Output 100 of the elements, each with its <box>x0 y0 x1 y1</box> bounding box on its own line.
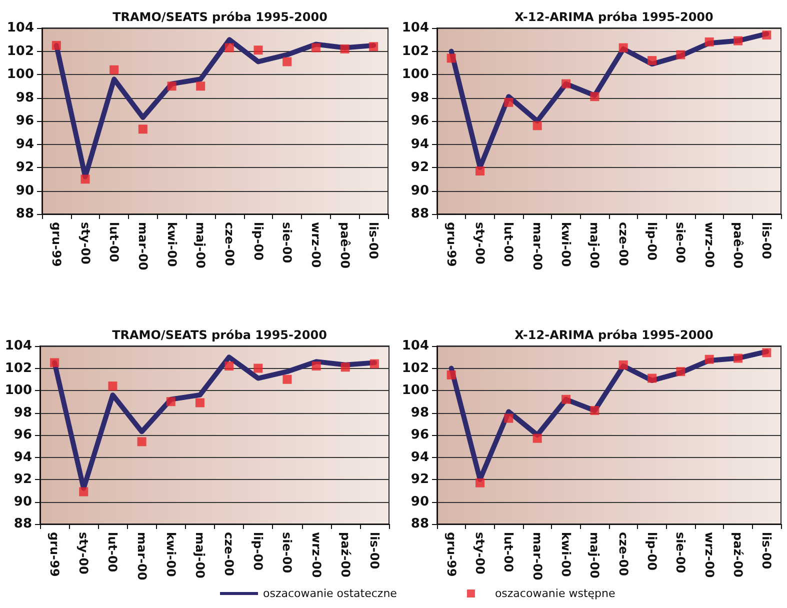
y-tick-label: 88 <box>16 206 34 222</box>
x-tick-label: kwi-00 <box>164 222 179 267</box>
y-tick-label: 100 <box>6 67 34 82</box>
x-tick-label: sty-00 <box>473 532 487 574</box>
x-tick-label: gru-99 <box>444 532 458 577</box>
y-tick-label: 94 <box>410 136 429 152</box>
legend-label: oszacowanie ostateczne <box>263 587 398 600</box>
x-tick-label: wrz-00 <box>702 532 716 578</box>
y-tick-label: 102 <box>4 360 32 376</box>
y-tick-label: 102 <box>402 360 429 376</box>
x-tick-label: sty-00 <box>78 222 92 264</box>
x-tick-label: mar-00 <box>530 532 544 580</box>
point <box>762 30 772 40</box>
point <box>195 398 204 408</box>
y-tick-label: 94 <box>410 450 429 465</box>
x-tick-label: cze-00 <box>616 222 630 266</box>
x-tick-label: sie-00 <box>674 532 688 574</box>
point <box>590 92 600 102</box>
x-tick-label: paź-00 <box>731 532 745 578</box>
point <box>476 166 484 176</box>
legend-label: oszacowanie wstępne <box>494 587 616 600</box>
point <box>532 121 542 130</box>
point <box>282 57 292 66</box>
point <box>254 364 263 373</box>
point <box>648 56 656 66</box>
x-tick-label: paê-00 <box>731 222 745 269</box>
x-tick-label: lis-00 <box>760 222 774 260</box>
point <box>137 437 146 446</box>
y-tick-label: 90 <box>14 494 32 510</box>
y-tick-label: 98 <box>16 90 34 106</box>
y-tick-label: 90 <box>410 183 429 198</box>
y-tick-label: 96 <box>16 114 34 128</box>
x-tick-label: mar-00 <box>530 222 544 270</box>
point <box>224 43 234 52</box>
y-tick-label: 104 <box>6 20 34 36</box>
point <box>282 374 292 384</box>
chart-title: X-12-ARIMA próba 1995-2000 <box>514 10 714 24</box>
point <box>476 478 484 488</box>
x-tick-label: lip-00 <box>645 222 659 260</box>
y-tick-label: 94 <box>16 136 34 152</box>
point <box>196 82 206 91</box>
chart-title: TRAMO/SEATS próba 1995-2000 <box>112 328 327 342</box>
x-tick-label: lut-00 <box>106 532 120 572</box>
x-tick-label: maj-00 <box>588 222 602 268</box>
x-tick-label: kwi-00 <box>559 222 573 267</box>
y-tick-label: 92 <box>410 160 429 175</box>
point <box>704 354 714 364</box>
x-tick-label: paê-00 <box>338 222 352 269</box>
y-tick-label: 100 <box>402 67 429 82</box>
y-tick-label: 96 <box>410 428 429 442</box>
point <box>446 370 456 380</box>
x-tick-label: lis-00 <box>366 222 381 260</box>
x-tick-label: cze-00 <box>222 532 236 576</box>
y-tick-label: 94 <box>14 450 32 465</box>
point <box>618 43 628 52</box>
y-tick-label: 98 <box>410 90 429 106</box>
y-tick-label: 100 <box>4 383 32 398</box>
x-tick-label: cze-00 <box>616 532 630 576</box>
y-tick-label: 88 <box>410 206 429 222</box>
x-tick-label: lis-00 <box>760 532 774 570</box>
point <box>762 348 772 358</box>
point <box>676 50 686 60</box>
y-tick-label: 92 <box>410 472 429 487</box>
point <box>446 54 456 63</box>
point <box>50 358 60 368</box>
y-tick-label: 104 <box>402 20 429 36</box>
x-tick-label: maj-00 <box>194 222 208 268</box>
y-tick-label: 90 <box>16 183 34 198</box>
x-tick-label: paź-00 <box>338 532 352 578</box>
point <box>648 374 656 383</box>
x-tick-label: maj-00 <box>588 532 602 578</box>
x-tick-label: lip-00 <box>251 532 266 570</box>
chart-title: X-12-ARIMA próba 1995-2000 <box>514 328 714 342</box>
x-tick-label: lip-00 <box>645 532 659 570</box>
x-tick-label: gru-99 <box>444 222 458 267</box>
point <box>340 44 350 54</box>
y-tick-label: 88 <box>14 516 32 532</box>
point <box>110 65 119 74</box>
y-tick-label: 88 <box>410 516 429 532</box>
y-tick-label: 104 <box>402 338 429 354</box>
x-tick-label: wrz-00 <box>702 222 716 268</box>
x-tick-label: sty-00 <box>76 532 91 574</box>
point <box>734 354 742 363</box>
x-tick-label: mar-00 <box>136 222 150 270</box>
y-tick-label: 92 <box>16 160 34 175</box>
y-tick-label: 102 <box>6 44 34 59</box>
point <box>340 362 350 372</box>
x-tick-label: gru-99 <box>49 222 64 267</box>
point <box>562 79 570 88</box>
point <box>80 174 90 184</box>
point <box>618 360 628 370</box>
point <box>167 82 176 91</box>
y-tick-label: 104 <box>4 338 32 354</box>
x-tick-label: gru-99 <box>48 532 62 577</box>
y-tick-label: 102 <box>402 44 429 59</box>
x-tick-label: sty-00 <box>473 222 487 264</box>
x-tick-label: lut-00 <box>107 222 122 262</box>
x-tick-label: wrz-00 <box>308 222 323 268</box>
point <box>734 36 742 46</box>
y-tick-label: 92 <box>14 472 32 487</box>
